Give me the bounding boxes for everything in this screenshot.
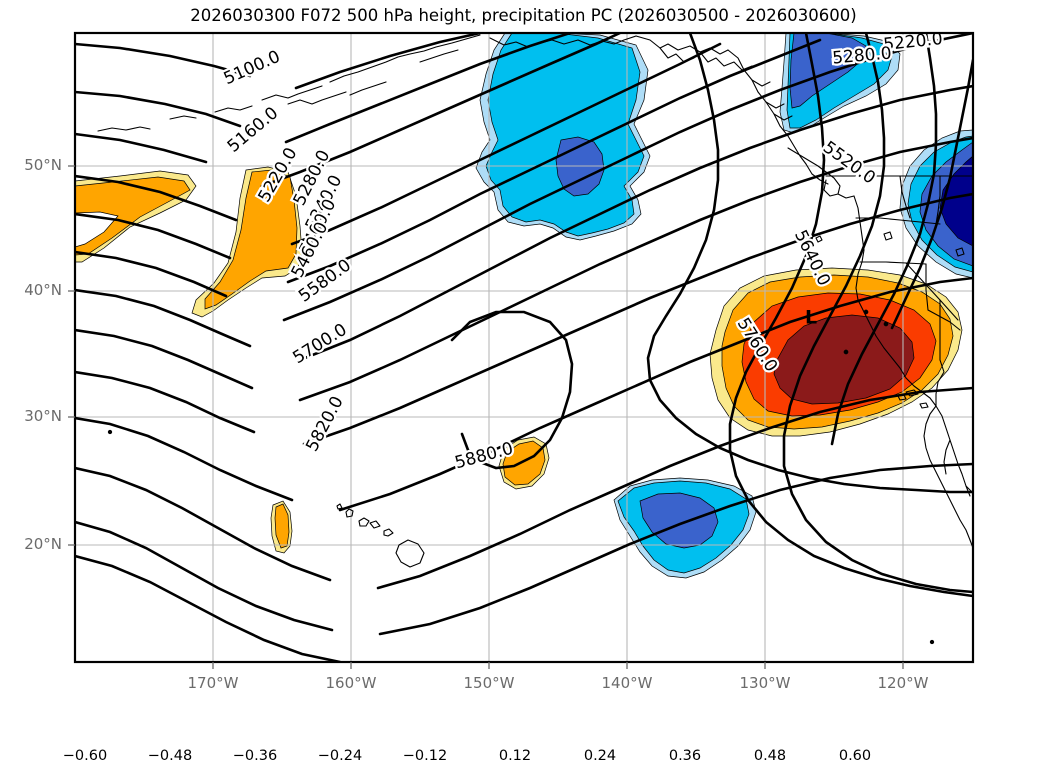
x-tick-label-120w: 120°W (877, 674, 929, 692)
colorbar-tick-label-8: 0.48 (753, 748, 787, 764)
colorbar-tick-label-2: −0.36 (232, 748, 278, 764)
gridlines (75, 33, 973, 662)
x-tick-label-140w: 140°W (601, 674, 653, 692)
colorbar-tick-label-5: 0.12 (498, 748, 532, 764)
x-tick-label-170w: 170°W (187, 674, 239, 692)
anomaly-west-of-hawaii (498, 436, 550, 490)
colorbar-tick-label-0: −0.60 (62, 748, 108, 764)
colorbar-tick-label-7: 0.36 (668, 748, 702, 764)
anomaly-small-sliver (270, 500, 293, 554)
low-marker-group: L (805, 307, 817, 329)
height-contours (75, 33, 973, 662)
y-tick-label-20n: 20°N (24, 535, 62, 553)
anomaly-subtropical-pacific (613, 477, 757, 579)
anomaly-nw-hawaii (191, 166, 303, 318)
colorbar-tick-label-4: −0.12 (402, 748, 448, 764)
colorbar-tick-label-6: 0.24 (583, 748, 617, 764)
filled-anomaly-contours (75, 33, 973, 579)
y-tick-label-30n: 30°N (24, 407, 62, 425)
colorbar-tick-label-3: −0.24 (317, 748, 363, 764)
plot-contents: 5100.0 5160.0 5220.0 5280.0 5340.0 5400.… (75, 33, 973, 662)
x-tick-label-160w: 160°W (325, 674, 377, 692)
axis-ticks (68, 165, 904, 669)
plot-frame (73, 31, 975, 664)
page-title: 2026030300 F072 500 hPa height, precipit… (190, 6, 857, 25)
anomaly-gulf-of-alaska (475, 33, 651, 241)
map-plot: 5100.0 5160.0 5220.0 5280.0 5340.0 5400.… (68, 31, 975, 669)
x-tick-label-130w: 130°W (739, 674, 791, 692)
y-tick-label-40n: 40°N (24, 281, 62, 299)
colorbar-tick-label-1: −0.48 (147, 748, 193, 764)
low-pressure-marker: L (805, 307, 817, 329)
x-tick-label-150w: 150°W (463, 674, 515, 692)
colorbar-tick-label-9: 0.60 (838, 748, 872, 764)
y-tick-label-50n: 50°N (24, 156, 62, 174)
